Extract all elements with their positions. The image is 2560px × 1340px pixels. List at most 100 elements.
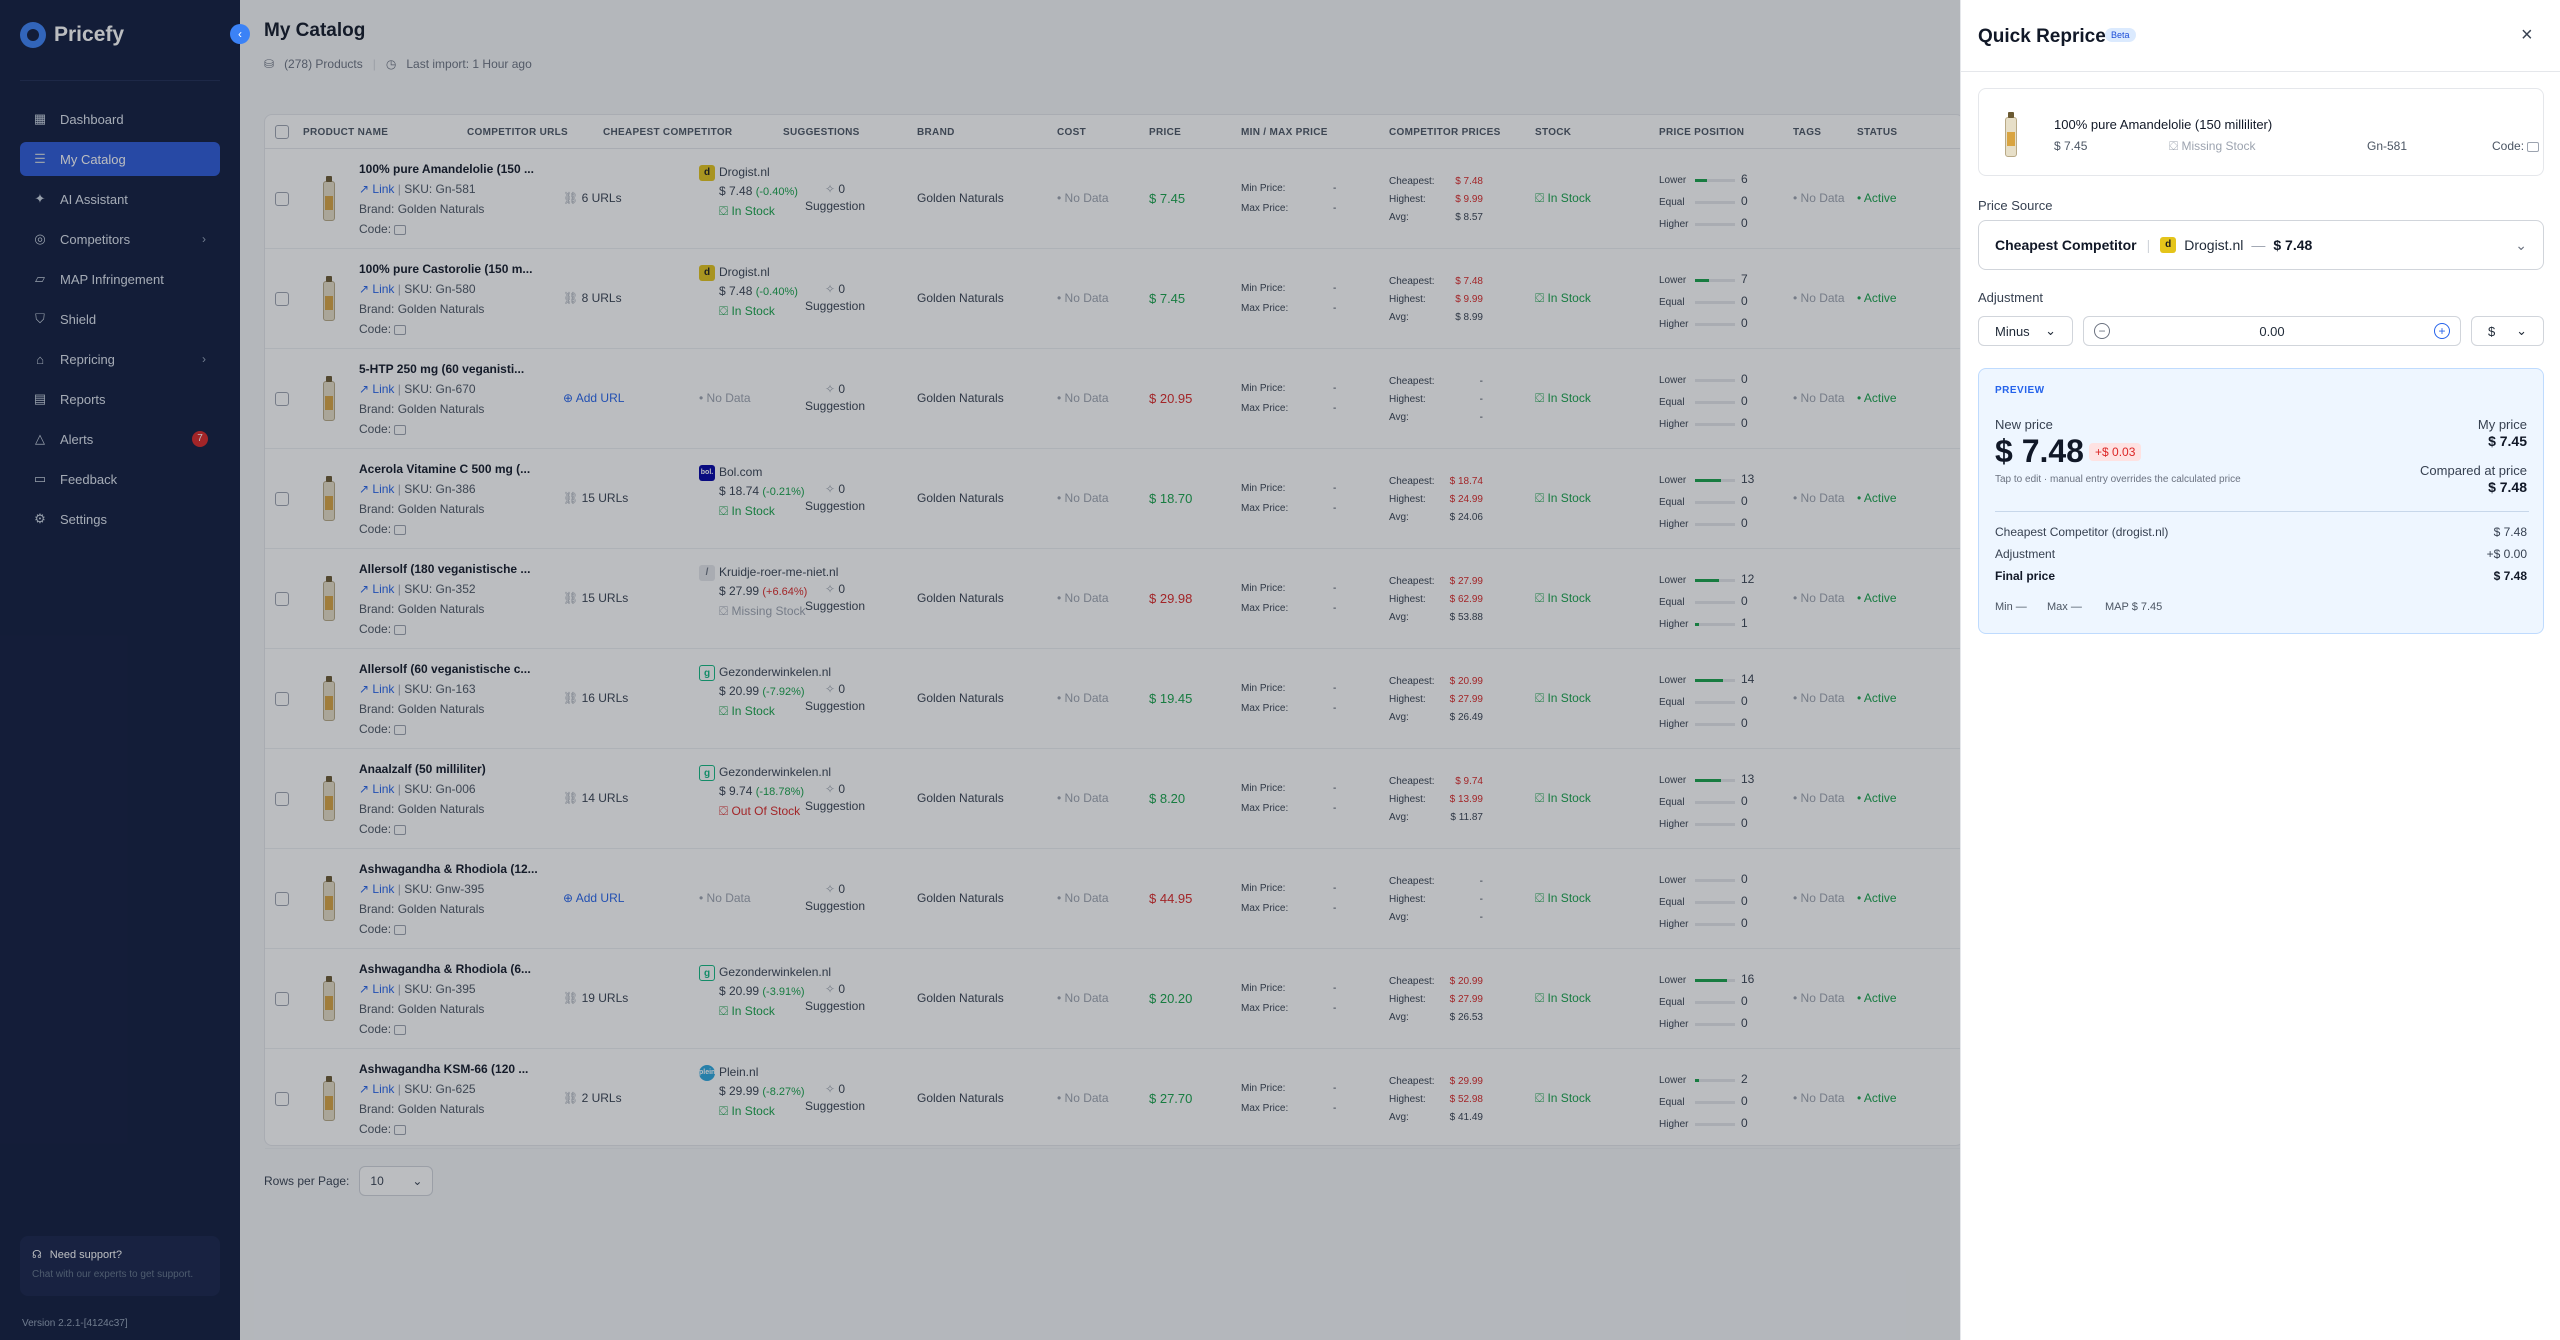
column-header-price[interactable]: PRICE — [1149, 127, 1182, 138]
product-name[interactable]: Acerola Vitamine C 500 mg (... — [359, 462, 531, 476]
price-cell[interactable]: $ 18.70 — [1149, 491, 1193, 506]
row-checkbox[interactable] — [275, 892, 289, 906]
product-name[interactable]: Ashwagandha & Rhodiola (6... — [359, 962, 532, 976]
product-name[interactable]: Allersolf (60 veganistische c... — [359, 662, 531, 676]
price-cell[interactable]: $ 19.45 — [1149, 691, 1193, 706]
competitor-urls[interactable]: ⛓ 15 URLs — [563, 491, 628, 505]
competitor-urls[interactable]: ⛓ 2 URLs — [563, 1091, 622, 1105]
decrement-icon[interactable]: − — [2094, 323, 2110, 339]
select-all-checkbox[interactable] — [275, 125, 289, 139]
adjustment-value-stepper[interactable]: − 0.00 + — [2083, 316, 2461, 346]
app-logo[interactable]: Pricefy — [20, 22, 124, 48]
increment-icon[interactable]: + — [2434, 323, 2450, 339]
row-checkbox[interactable] — [275, 992, 289, 1006]
column-header-product-name[interactable]: PRODUCT NAME — [303, 127, 389, 138]
product-link[interactable]: ↗ Link — [359, 982, 394, 996]
product-name[interactable]: 5-HTP 250 mg (60 veganisti... — [359, 362, 525, 376]
product-name[interactable]: Anaalzalf (50 milliliter) — [359, 762, 486, 776]
add-url-button[interactable]: ⊕ Add URL — [563, 891, 624, 905]
sidebar-item-alerts[interactable]: △ Alerts 7 — [20, 422, 220, 456]
product-name[interactable]: 100% pure Castorolie (150 m... — [359, 262, 533, 276]
column-header-brand[interactable]: BRAND — [917, 127, 955, 138]
product-name[interactable]: 100% pure Amandelolie (150 ... — [359, 162, 534, 176]
sidebar-item-settings[interactable]: ⚙ Settings — [20, 502, 220, 536]
modal-overlay[interactable] — [0, 0, 1960, 1340]
competitor-urls[interactable]: ⛓ 6 URLs — [563, 191, 622, 205]
sidebar-item-dashboard[interactable]: ▦ Dashboard — [20, 102, 220, 136]
price-cell[interactable]: $ 20.20 — [1149, 991, 1193, 1006]
product-link[interactable]: ↗ Link — [359, 682, 394, 696]
row-checkbox[interactable] — [275, 592, 289, 606]
competitor-urls[interactable]: ⛓ 16 URLs — [563, 691, 628, 705]
product-link[interactable]: ↗ Link — [359, 882, 394, 896]
column-header-competitor-prices[interactable]: COMPETITOR PRICES — [1389, 127, 1501, 138]
new-price[interactable]: $ 7.48 — [1995, 433, 2084, 469]
product-link[interactable]: ↗ Link — [359, 582, 394, 596]
product-thumbnail[interactable] — [315, 173, 343, 225]
competitor-urls[interactable]: ⛓ 8 URLs — [563, 291, 622, 305]
sidebar-item-my-catalog[interactable]: ☰ My Catalog — [20, 142, 220, 176]
column-header-status[interactable]: STATUS — [1857, 127, 1898, 138]
product-thumbnail[interactable] — [315, 673, 343, 725]
product-thumbnail[interactable] — [315, 973, 343, 1025]
price-cell[interactable]: $ 7.45 — [1149, 291, 1186, 306]
column-header-competitor-urls[interactable]: COMPETITOR URLS — [467, 127, 568, 138]
support-box[interactable]: ☊ Need support? Chat with our experts to … — [20, 1236, 220, 1296]
product-name[interactable]: Ashwagandha & Rhodiola (12... — [359, 862, 538, 876]
suggestions-cell[interactable]: ✧ 0 Suggestion — [795, 881, 875, 915]
close-icon[interactable]: × — [2521, 24, 2533, 46]
suggestions-cell[interactable]: ✧ 0 Suggestion — [795, 281, 875, 315]
rows-per-page-select[interactable]: 10 ⌄ — [359, 1166, 434, 1196]
competitor-name[interactable]: Kruidje-roer-me-niet.nl — [719, 565, 839, 579]
suggestions-cell[interactable]: ✧ 0 Suggestion — [795, 1081, 875, 1115]
competitor-urls[interactable]: ⛓ 15 URLs — [563, 591, 628, 605]
adjustment-unit-select[interactable]: $ ⌄ — [2471, 316, 2544, 346]
price-cell[interactable]: $ 7.45 — [1149, 191, 1186, 206]
column-header-price-position[interactable]: PRICE POSITION — [1659, 127, 1745, 138]
row-checkbox[interactable] — [275, 792, 289, 806]
product-link[interactable]: ↗ Link — [359, 282, 394, 296]
suggestions-cell[interactable]: ✧ 0 Suggestion — [795, 981, 875, 1015]
product-link[interactable]: ↗ Link — [359, 1082, 394, 1096]
column-header-suggestions[interactable]: SUGGESTIONS — [783, 127, 860, 138]
collapse-sidebar-button[interactable]: ‹ — [230, 24, 250, 44]
row-checkbox[interactable] — [275, 292, 289, 306]
competitor-name[interactable]: Gezonderwinkelen.nl — [719, 665, 832, 679]
competitor-urls[interactable]: ⛓ 19 URLs — [563, 991, 628, 1005]
product-thumbnail[interactable] — [315, 873, 343, 925]
sidebar-item-feedback[interactable]: ▭ Feedback — [20, 462, 220, 496]
product-name[interactable]: Ashwagandha KSM-66 (120 ... — [359, 1062, 529, 1076]
product-name[interactable]: Allersolf (180 veganistische ... — [359, 562, 531, 576]
row-checkbox[interactable] — [275, 692, 289, 706]
competitor-urls[interactable]: ⛓ 14 URLs — [563, 791, 628, 805]
add-url-button[interactable]: ⊕ Add URL — [563, 391, 624, 405]
product-thumbnail[interactable] — [315, 1073, 343, 1125]
sidebar-item-reports[interactable]: ▤ Reports — [20, 382, 220, 416]
column-header-stock[interactable]: STOCK — [1535, 127, 1572, 138]
product-thumbnail[interactable] — [315, 573, 343, 625]
column-header-min-max-price[interactable]: MIN / MAX PRICE — [1241, 127, 1328, 138]
sidebar-item-ai-assistant[interactable]: ✦ AI Assistant — [20, 182, 220, 216]
suggestions-cell[interactable]: ✧ 0 Suggestion — [795, 481, 875, 515]
price-cell[interactable]: $ 20.95 — [1149, 391, 1193, 406]
row-checkbox[interactable] — [275, 392, 289, 406]
column-header-tags[interactable]: TAGS — [1793, 127, 1822, 138]
row-checkbox[interactable] — [275, 492, 289, 506]
product-thumbnail[interactable] — [315, 473, 343, 525]
support-subtitle[interactable]: Chat with our experts to get support. — [32, 1269, 194, 1280]
suggestions-cell[interactable]: ✧ 0 Suggestion — [795, 781, 875, 815]
sidebar-item-shield[interactable]: ⛉ Shield — [20, 302, 220, 336]
price-cell[interactable]: $ 8.20 — [1149, 791, 1186, 806]
sidebar-item-repricing[interactable]: ⌂ Repricing › — [20, 342, 220, 376]
sidebar-item-map-infringement[interactable]: ▱ MAP Infringement — [20, 262, 220, 296]
competitor-name[interactable]: Gezonderwinkelen.nl — [719, 965, 832, 979]
product-link[interactable]: ↗ Link — [359, 382, 394, 396]
competitor-name[interactable]: Drogist.nl — [719, 265, 770, 279]
adjustment-mode-select[interactable]: Minus ⌄ — [1978, 316, 2073, 346]
product-link[interactable]: ↗ Link — [359, 482, 394, 496]
adjustment-value[interactable]: 0.00 — [2259, 323, 2285, 339]
price-cell[interactable]: $ 27.70 — [1149, 1091, 1193, 1106]
row-checkbox[interactable] — [275, 1092, 289, 1106]
product-link[interactable]: ↗ Link — [359, 182, 394, 196]
competitor-name[interactable]: Drogist.nl — [719, 165, 770, 179]
